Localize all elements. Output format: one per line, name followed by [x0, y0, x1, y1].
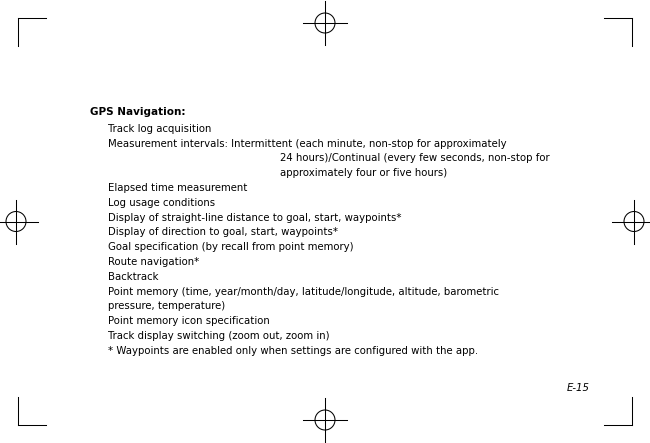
- Text: Goal specification (by recall from point memory): Goal specification (by recall from point…: [108, 242, 354, 252]
- Text: Track log acquisition: Track log acquisition: [108, 124, 211, 134]
- Text: 24 hours)/Continual (every few seconds, non-stop for: 24 hours)/Continual (every few seconds, …: [280, 153, 550, 163]
- Text: Display of direction to goal, start, waypoints*: Display of direction to goal, start, way…: [108, 227, 338, 237]
- Text: Log usage conditions: Log usage conditions: [108, 198, 215, 208]
- Text: pressure, temperature): pressure, temperature): [108, 301, 226, 311]
- Text: Route navigation*: Route navigation*: [108, 257, 200, 267]
- Text: GPS Navigation:: GPS Navigation:: [90, 107, 185, 117]
- Text: Backtrack: Backtrack: [108, 272, 159, 282]
- Text: Point memory (time, year/month/day, latitude/longitude, altitude, barometric: Point memory (time, year/month/day, lati…: [108, 287, 499, 297]
- Text: E-15: E-15: [567, 383, 590, 393]
- Text: Display of straight-line distance to goal, start, waypoints*: Display of straight-line distance to goa…: [108, 213, 402, 222]
- Text: * Waypoints are enabled only when settings are configured with the app.: * Waypoints are enabled only when settin…: [108, 346, 478, 356]
- Text: Elapsed time measurement: Elapsed time measurement: [108, 183, 248, 193]
- Text: Track display switching (zoom out, zoom in): Track display switching (zoom out, zoom …: [108, 331, 330, 341]
- Text: Measurement intervals: Intermittent (each minute, non-stop for approximately: Measurement intervals: Intermittent (eac…: [108, 139, 506, 148]
- Text: Point memory icon specification: Point memory icon specification: [108, 316, 270, 326]
- Text: approximately four or five hours): approximately four or five hours): [280, 168, 447, 178]
